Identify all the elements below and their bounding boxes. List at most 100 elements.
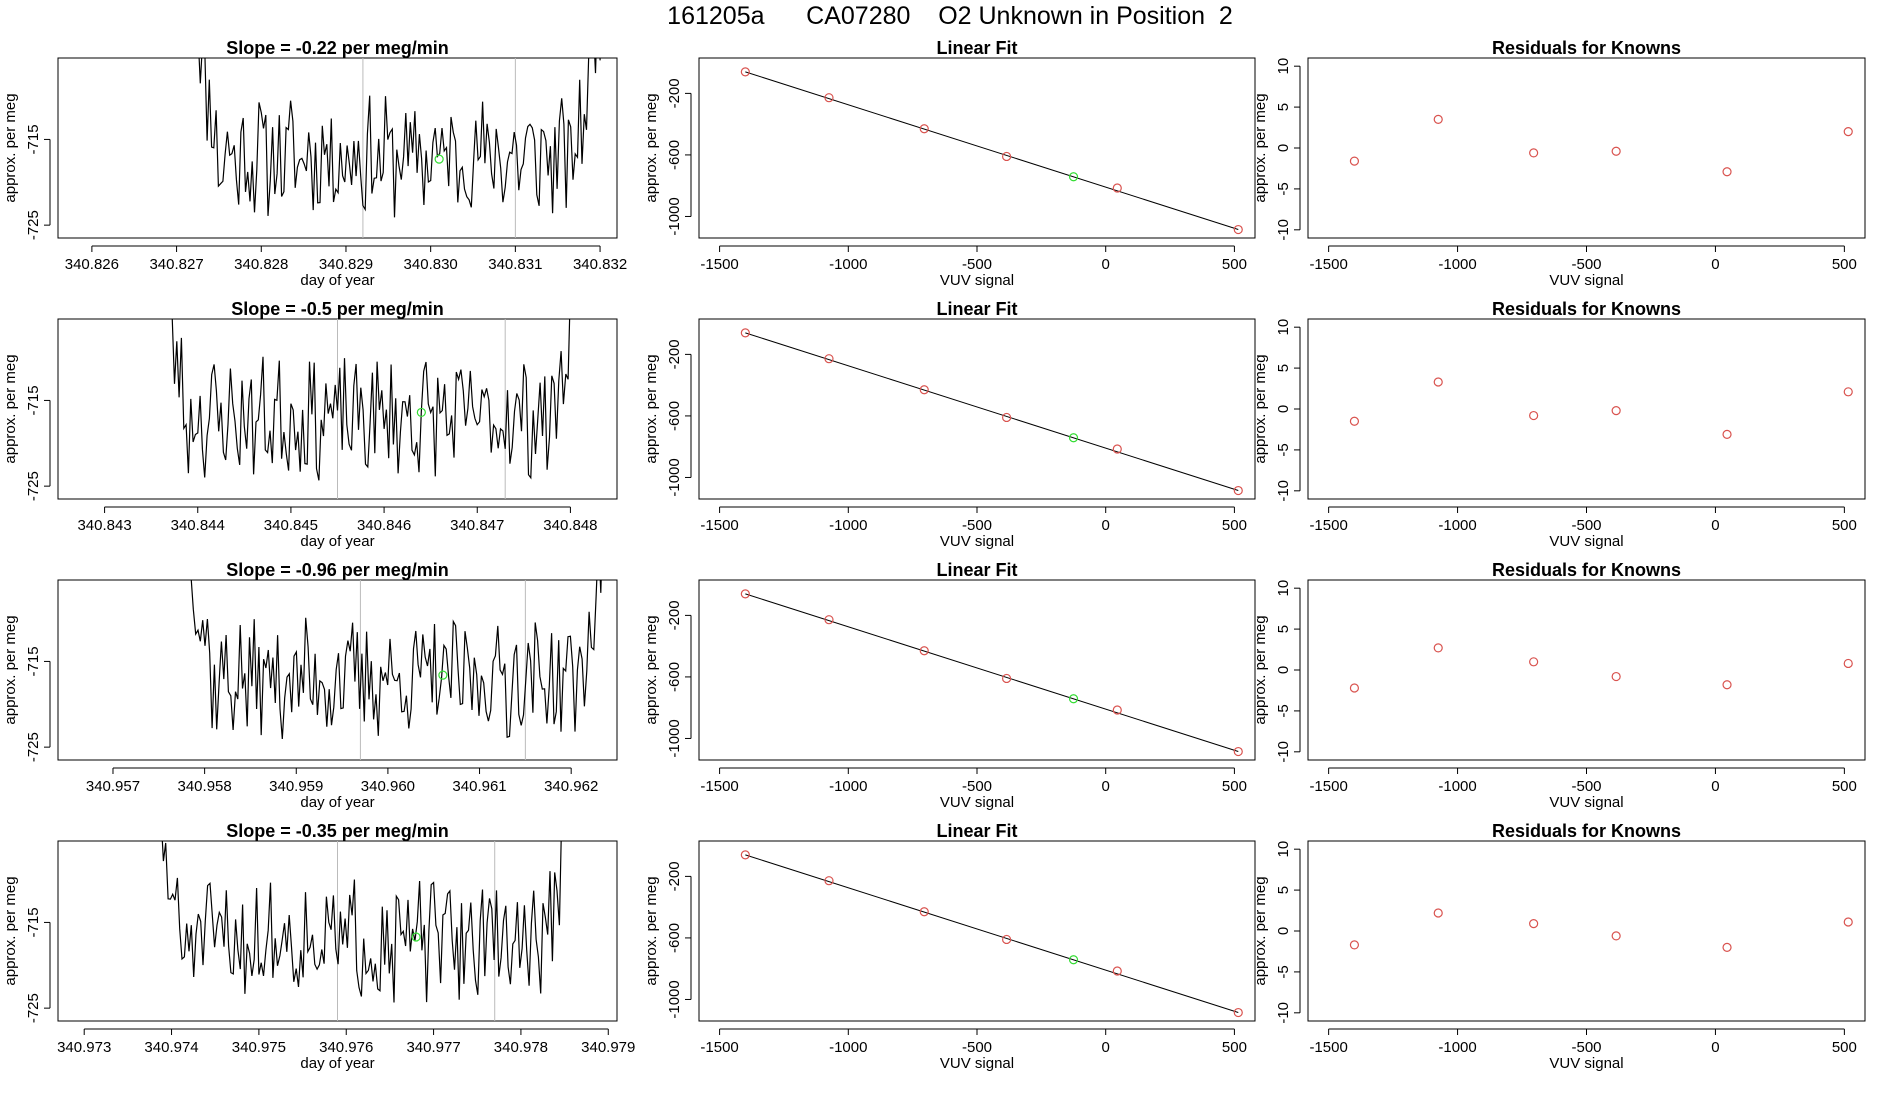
residual-point [1433,643,1443,653]
y-tick-label: -10 [1275,741,1292,763]
y-tick-label: 5 [1275,625,1292,633]
residual-point [1433,377,1443,387]
y-tick-label: -600 [666,662,683,692]
panel-timeseries-row1: Slope = -0.22 per meg/min 340.826 340.827 3… [2,38,627,289]
x-tick-label: -1500 [700,517,738,534]
x-tick-label: 500 [1832,517,1857,534]
panel-title: Slope = -0.22 per meg/min [226,38,449,58]
known-point [824,876,834,886]
x-tick-label: 340.960 [361,778,415,795]
x-tick-label: -1000 [829,517,867,534]
y-tick-label: -5 [1275,182,1292,195]
plot-frame [1307,579,1866,761]
signal-trace [190,580,602,740]
panel-title: Linear Fit [936,560,1017,580]
x-tick-label: 500 [1832,256,1857,273]
plot-content [740,589,1243,757]
y-tick-label: 10 [1275,580,1292,597]
residual-point [1611,931,1621,941]
plot-content [740,328,1243,496]
known-point [1002,934,1012,945]
unknown-point [434,154,444,164]
x-tick-label: 340.831 [488,256,542,273]
panel-fit-row3: Linear Fit -1500 -1000 -500 0 500 VUV signal -1… [643,560,1256,811]
residual-point [1349,416,1360,426]
known-point [1112,966,1122,976]
y-tick-label: 0 [1275,144,1292,152]
x-tick-label: 0 [1102,256,1110,273]
x-axis-label: VUV signal [940,272,1014,289]
x-tick-label: 0 [1102,778,1110,795]
known-point [1002,151,1012,162]
y-tick-label: -1000 [666,458,683,496]
residual-point [1529,410,1539,421]
x-tick-label: -1000 [1438,256,1476,273]
y-tick-label: -725 [25,471,42,501]
signal-trace [171,319,571,481]
residual-point [1722,942,1732,952]
x-tick-label: 340.827 [149,256,203,273]
y-tick-label: -600 [666,923,683,953]
plot-content [190,580,602,760]
fit-line [745,332,1239,492]
x-tick-label: -1000 [1438,778,1476,795]
known-point [919,124,929,134]
plot-frame [698,579,1256,761]
residual-point [1433,114,1443,124]
known-point [1233,485,1243,496]
known-point [824,354,834,364]
panel-title: Linear Fit [936,299,1017,319]
x-tick-label: 340.843 [77,517,131,534]
x-tick-label: 340.847 [450,517,504,534]
panel-timeseries-row4: Slope = -0.35 per meg/min 340.973 340.974 3… [2,821,635,1072]
known-point [1112,705,1122,715]
x-tick-label: -1500 [700,256,738,273]
x-tick-label: -1000 [829,1039,867,1056]
plot-frame [698,57,1256,239]
x-tick-label: 340.845 [264,517,318,534]
known-point [1233,746,1243,757]
x-tick-label: -1500 [1309,517,1347,534]
x-tick-label: -1000 [829,256,867,273]
fit-line [745,593,1239,753]
residual-point [1611,406,1621,416]
known-point [740,328,750,338]
y-axis-label: approx. per meg [1252,93,1269,202]
y-tick-label: -1000 [666,980,683,1018]
known-point [919,646,929,656]
x-tick-label: -500 [962,1039,992,1056]
panel-title: Residuals for Knowns [1492,299,1681,319]
panel-title: Residuals for Knowns [1492,38,1681,58]
signal-trace [198,58,601,218]
x-tick-label: 0 [1711,517,1719,534]
y-tick-label: -200 [666,600,683,630]
x-tick-label: 500 [1832,1039,1857,1056]
y-axis-label: approx. per meg [2,354,19,463]
y-tick-label: -10 [1275,480,1292,502]
x-tick-label: 340.832 [573,256,627,273]
x-tick-label: -1000 [1438,517,1476,534]
residual-point [1611,671,1621,682]
y-tick-label: -715 [25,385,42,415]
residual-point [1843,917,1853,927]
known-point [919,385,929,395]
y-tick-label: -725 [25,732,42,762]
plot-content [1349,114,1853,177]
residual-point [1349,683,1360,693]
x-tick-label: 340.829 [319,256,373,273]
x-tick-label: 340.959 [269,778,323,795]
y-tick-label: 0 [1275,927,1292,935]
x-tick-label: 0 [1102,1039,1110,1056]
y-axis-label: approx. per meg [1252,615,1269,724]
y-axis-label: approx. per meg [2,615,19,724]
x-tick-label: 340.974 [144,1039,198,1056]
fit-line [745,854,1239,1014]
x-tick-label: -500 [962,778,992,795]
x-tick-label: -500 [1571,1039,1601,1056]
known-point [824,615,834,625]
x-tick-label: 340.848 [543,517,597,534]
y-tick-label: -200 [666,78,683,108]
x-tick-label: -500 [1571,778,1601,795]
x-tick-label: -1500 [700,1039,738,1056]
panel-title: Slope = -0.96 per meg/min [226,560,449,580]
